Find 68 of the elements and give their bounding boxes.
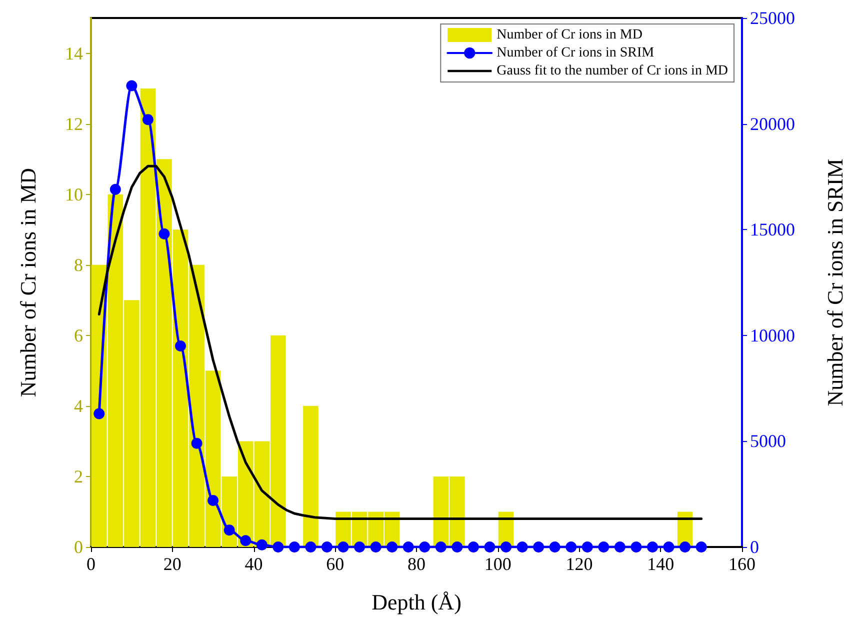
point: [630, 542, 642, 552]
legend-label: Number of Cr ions in SRIM: [496, 46, 655, 60]
point: [533, 542, 544, 552]
point: [516, 542, 528, 552]
point: [680, 542, 691, 552]
point: [322, 542, 332, 552]
point: [549, 542, 560, 552]
y2-tick-label: 5000: [750, 431, 786, 452]
point: [647, 542, 658, 552]
point: [566, 542, 577, 552]
x-axis-title: Depth (Å): [372, 590, 462, 614]
point: [500, 542, 512, 552]
point: [256, 539, 268, 550]
y-tick-label: 14: [65, 43, 83, 64]
point: [191, 438, 202, 449]
y-tick-label: 2: [74, 466, 83, 486]
point: [370, 542, 382, 552]
x-tick-label: 80: [408, 554, 426, 574]
point: [110, 184, 121, 195]
point: [419, 542, 430, 552]
point: [175, 340, 186, 352]
point: [582, 542, 593, 552]
y-tick-label: 6: [74, 325, 83, 346]
point: [435, 542, 446, 552]
point: [484, 542, 496, 552]
y-tick-label: 0: [74, 537, 83, 557]
x-tick-label: 0: [86, 554, 96, 574]
legend-label: Gauss fit to the number of Cr ions in MD: [496, 64, 728, 78]
point: [208, 494, 219, 506]
y-tick-label: 4: [74, 396, 83, 416]
y2-tick-label: 20000: [750, 114, 795, 134]
point: [288, 542, 300, 552]
y-axis-title: Number of Cr ions in MD: [16, 168, 40, 398]
x-tick-label: 100: [484, 554, 512, 574]
point: [240, 535, 252, 546]
point: [272, 542, 284, 552]
point: [94, 408, 105, 420]
x-tick-label: 20: [163, 554, 182, 574]
point: [696, 542, 707, 552]
y2-axis-title: Number of Cr ions in SRIM: [822, 158, 848, 406]
legend-label: Number of Cr ions in MD: [496, 28, 642, 42]
point: [468, 542, 479, 552]
x-tick-label: 40: [244, 554, 263, 574]
x-tick-label: 120: [566, 554, 593, 574]
x-tick-label: 60: [326, 554, 344, 574]
y-tick-label: 8: [74, 254, 83, 275]
point: [614, 542, 626, 552]
x-tick-label: 160: [728, 554, 756, 574]
point: [126, 80, 138, 92]
y2-tick-label: 15000: [750, 220, 795, 240]
y2-tick-label: 10000: [750, 325, 795, 346]
point: [598, 542, 610, 552]
x-tick-label: 140: [647, 554, 674, 574]
point: [224, 524, 235, 536]
point: [158, 228, 170, 240]
point: [142, 114, 154, 126]
point: [305, 542, 316, 552]
point: [354, 542, 366, 552]
point: [402, 542, 414, 552]
point: [452, 542, 463, 552]
point: [338, 542, 349, 552]
y2-tick-label: 0: [750, 537, 759, 557]
y-tick-label: 10: [65, 184, 83, 204]
y-tick-label: 12: [65, 114, 83, 134]
y2-tick-label: 25000: [750, 8, 795, 28]
line-series: [98, 164, 703, 520]
point: [386, 542, 398, 552]
point: [663, 542, 674, 552]
